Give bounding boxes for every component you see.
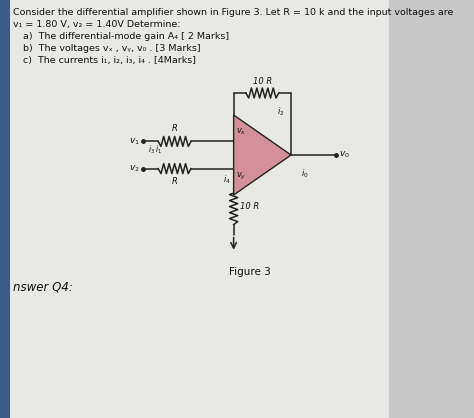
Text: b)  The voltages vₓ , vᵧ, v₀ . [3 Marks]: b) The voltages vₓ , vᵧ, v₀ . [3 Marks] (23, 44, 201, 53)
Text: R: R (172, 125, 178, 133)
Text: $v_1$: $v_1$ (129, 136, 140, 147)
Text: $i_1$: $i_1$ (155, 143, 162, 156)
Text: a)  The differential-mode gain A₄ [ 2 Marks]: a) The differential-mode gain A₄ [ 2 Mar… (23, 32, 229, 41)
Text: 10 R: 10 R (253, 77, 272, 86)
Text: v₁ = 1.80 V, v₂ = 1.40V Determine:: v₁ = 1.80 V, v₂ = 1.40V Determine: (13, 20, 181, 29)
Text: R: R (172, 176, 178, 186)
Text: Consider the differential amplifier shown in Figure 3. Let R = 10 k and the inpu: Consider the differential amplifier show… (13, 8, 454, 17)
Text: Figure 3: Figure 3 (229, 267, 271, 277)
Text: $i_3$: $i_3$ (148, 143, 155, 156)
Text: $v_y$: $v_y$ (236, 171, 246, 182)
Text: $v_0$: $v_0$ (338, 150, 349, 160)
Bar (0, 0, 10, 418)
Text: c)  The currents i₁, i₂, i₃, i₄ . [4Marks]: c) The currents i₁, i₂, i₃, i₄ . [4Marks… (23, 56, 196, 65)
Text: nswer Q4:: nswer Q4: (13, 280, 73, 293)
Text: $v_x$: $v_x$ (236, 127, 246, 138)
Text: $i_0$: $i_0$ (301, 167, 309, 179)
Text: 10 R: 10 R (240, 202, 259, 211)
Text: $v_2$: $v_2$ (129, 163, 140, 174)
Text: $i_2$: $i_2$ (277, 105, 284, 117)
Polygon shape (234, 115, 291, 195)
Text: $i_4$: $i_4$ (223, 173, 231, 186)
